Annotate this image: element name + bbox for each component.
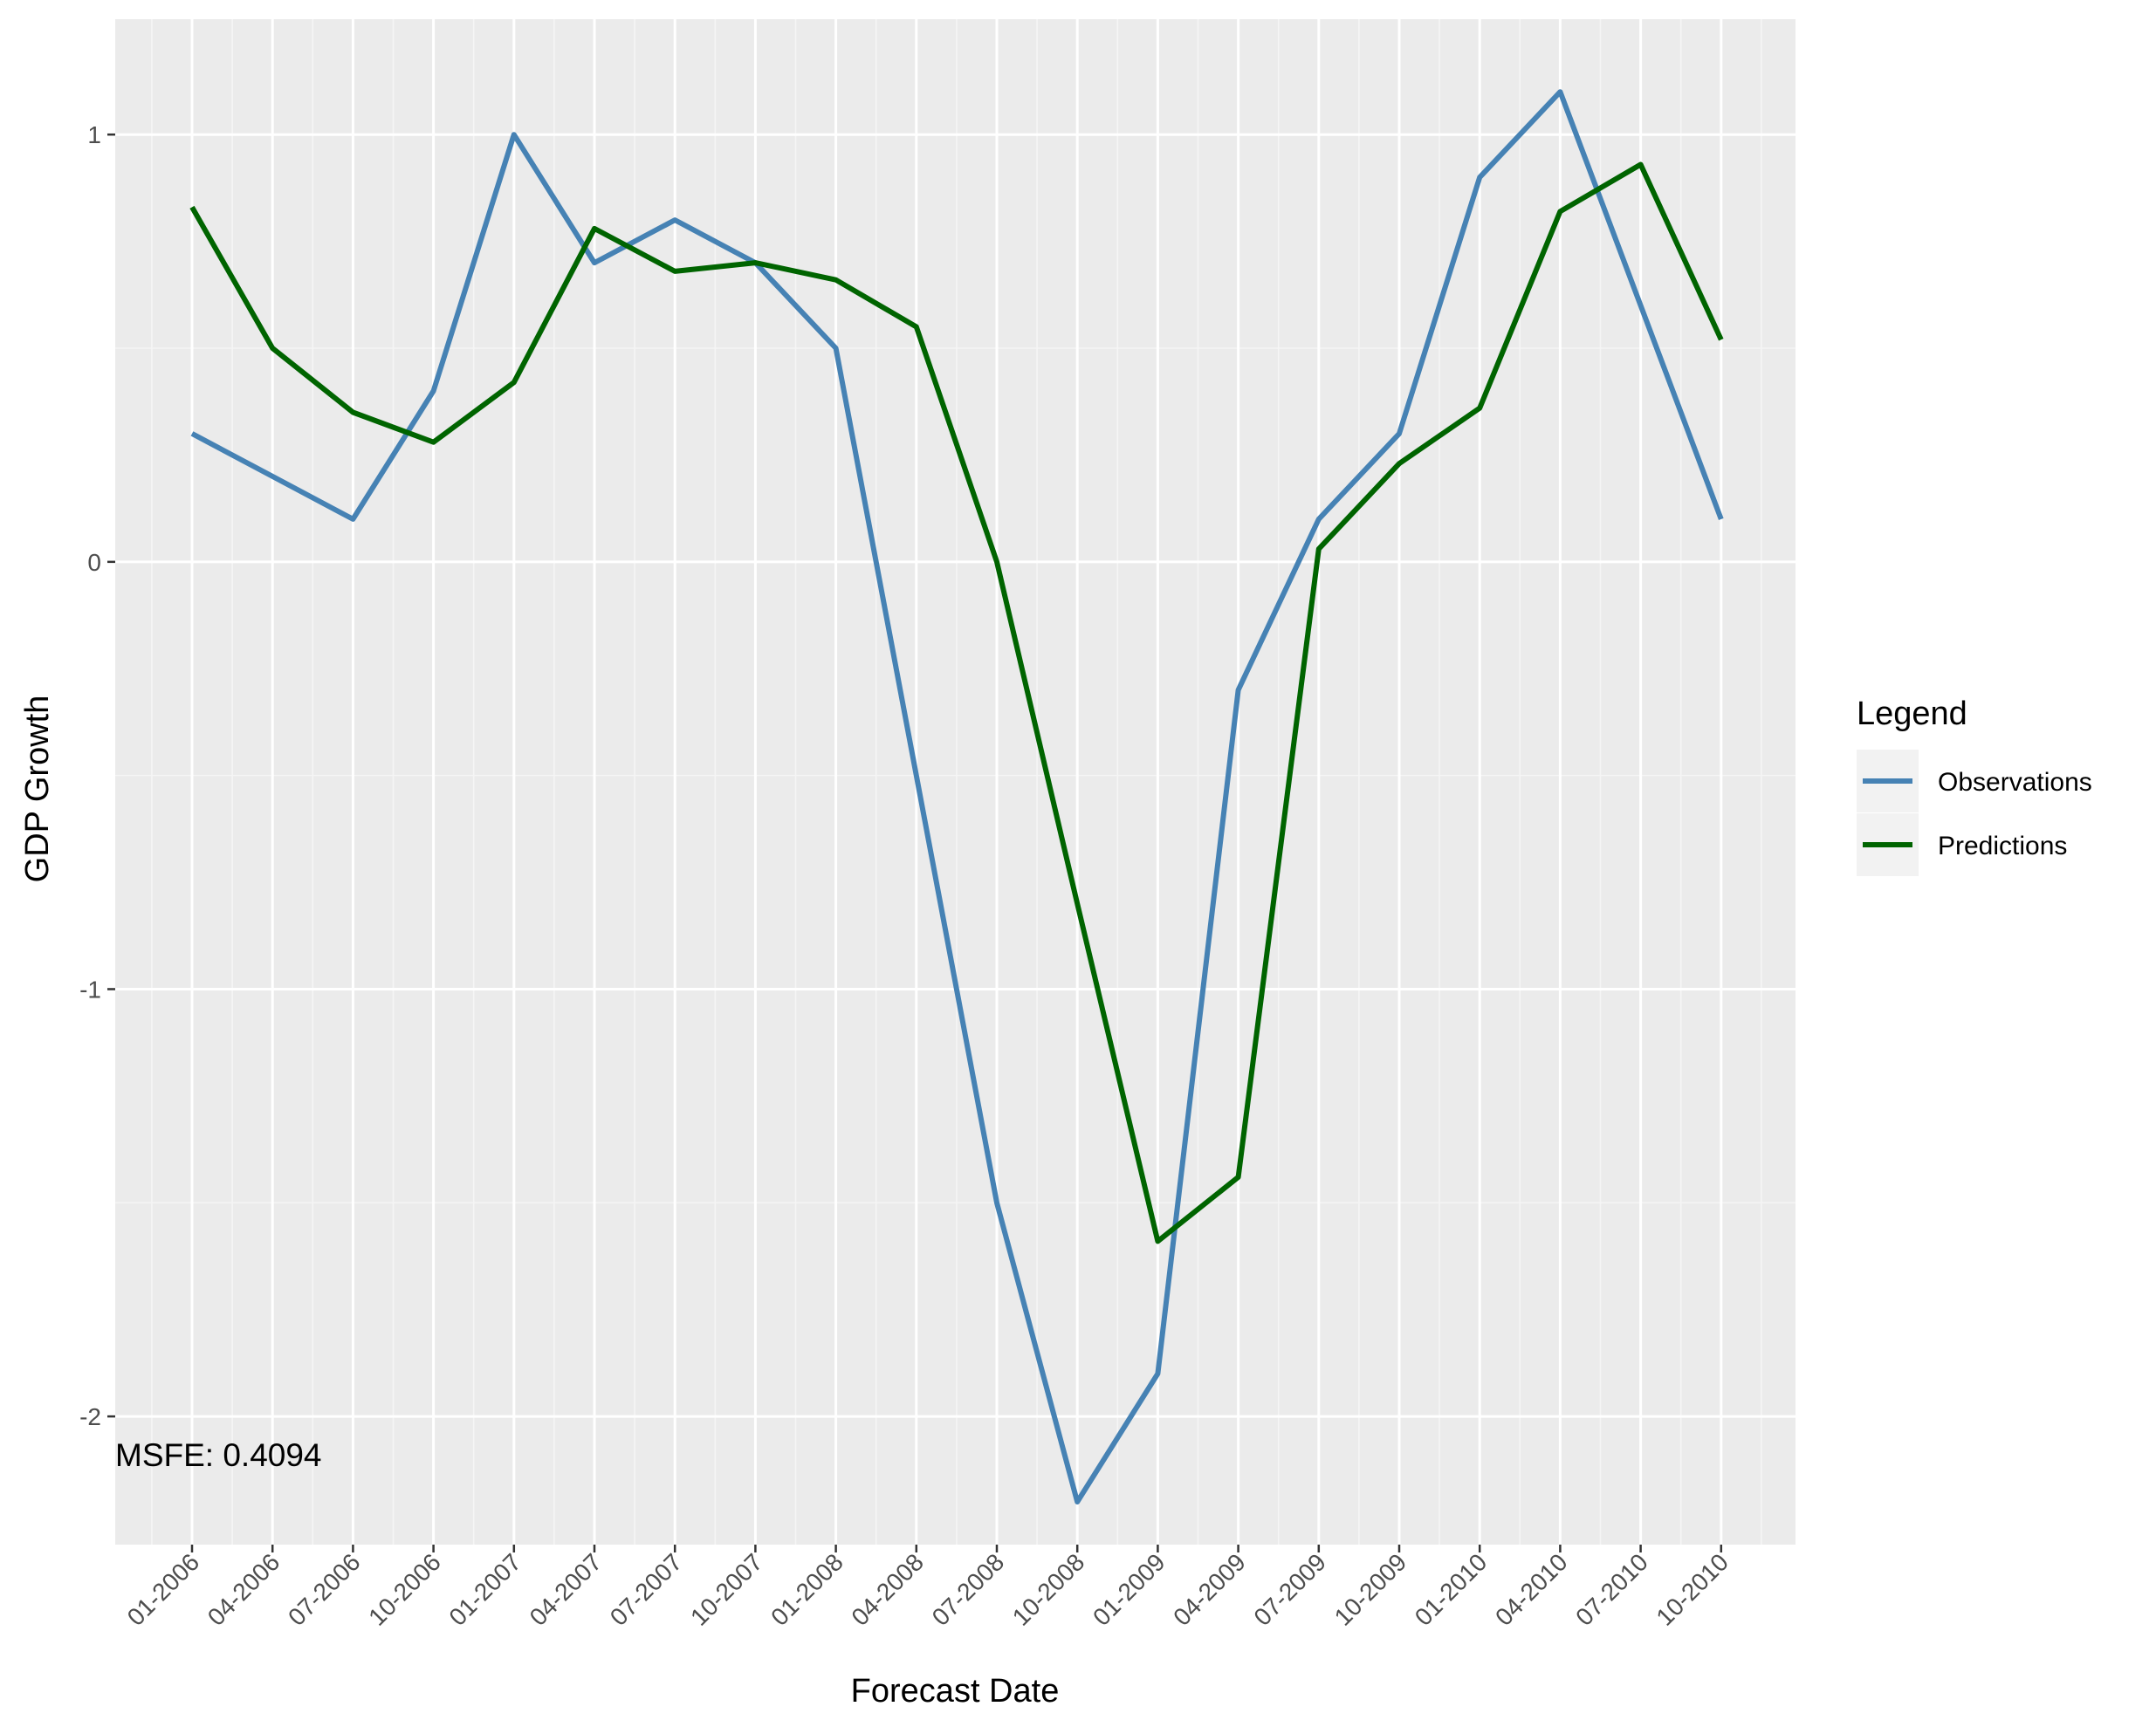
y-tick-label: -1 [79, 976, 101, 1003]
series-lines [189, 89, 1724, 1504]
x-axis-title: Forecast Date [851, 1673, 1060, 1710]
y-tick-label: 1 [87, 121, 101, 148]
series-line-observations [190, 89, 1724, 1504]
series-line-predictions [189, 161, 1724, 1244]
y-axis: 1 0 -1 -2 [79, 121, 115, 1430]
panel-background [115, 19, 1796, 1545]
y-axis-title: GDP Growth [19, 696, 56, 883]
plot-panel [115, 19, 1796, 1545]
y-tick-label: -2 [79, 1403, 101, 1430]
legend-label-observations: Observations [1938, 768, 2092, 797]
y-tick-label: 0 [87, 549, 101, 576]
legend-label-predictions: Predictions [1938, 832, 2067, 860]
legend: Legend Observations Predictions [1857, 696, 2092, 876]
legend-title: Legend [1857, 696, 1967, 732]
grid-lines [115, 19, 1796, 1545]
msfe-annotation: MSFE: 0.4094 [115, 1437, 322, 1473]
